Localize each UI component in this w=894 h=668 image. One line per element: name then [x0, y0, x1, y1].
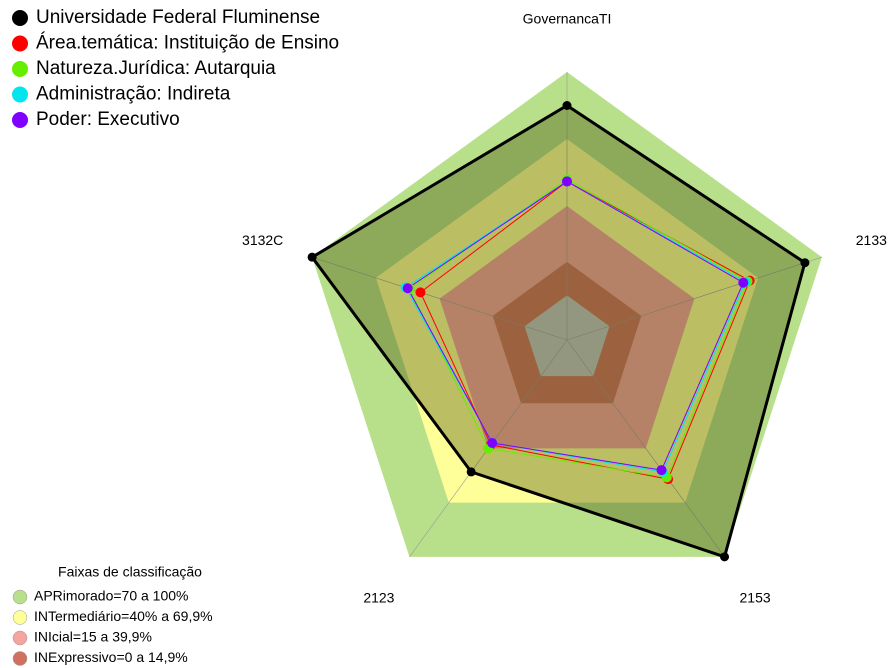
series-area	[407, 180, 744, 471]
legend-label: Administração: Indireta	[36, 84, 231, 105]
series-area	[419, 180, 751, 480]
band-legend-marker	[12, 630, 28, 646]
series-point	[487, 437, 498, 448]
band-legend-label: APRimorado=70 a 100%	[34, 588, 189, 604]
spoke	[566, 256, 822, 341]
legend-label: Área.temática: Instituição de Ensino	[36, 33, 339, 54]
legend-marker	[12, 86, 28, 103]
legend-marker	[12, 112, 28, 128]
legend-marker	[12, 10, 28, 26]
series-area	[404, 180, 747, 473]
legend-label: Natureza.Jurídica: Autarquia	[36, 58, 276, 79]
axis-label: GovernancaTI	[523, 11, 612, 27]
band-legend-label: INTermediário=40% a 69,9%	[34, 608, 213, 624]
series-point	[466, 467, 476, 477]
band-legend-label: INIcial=15 a 39,9%	[34, 629, 152, 645]
legend-label: Universidade Federal Fluminense	[36, 7, 320, 28]
band-legend-marker	[12, 589, 28, 605]
band-legend-label: INExpressivo=0 a 14,9%	[34, 649, 188, 665]
spoke	[566, 339, 725, 557]
legend-marker	[12, 61, 28, 77]
bands-title: Faixas de classificação	[58, 564, 202, 580]
axis-label: 2123	[363, 590, 394, 606]
legend-marker	[12, 35, 28, 52]
series-area	[409, 178, 749, 478]
legend-label: Poder: Executivo	[36, 109, 180, 130]
series-point	[307, 252, 317, 262]
band-legend-marker	[12, 610, 28, 625]
series-point	[562, 101, 572, 110]
series-point	[656, 465, 667, 476]
band-legend-marker	[12, 651, 28, 666]
axis-label: 2133	[856, 232, 887, 248]
spoke	[312, 256, 568, 341]
series-point	[720, 552, 730, 562]
axis-label: 3132C	[242, 232, 283, 248]
series-point	[738, 277, 749, 288]
series-point	[402, 283, 413, 294]
series-area	[309, 103, 807, 559]
axis-label: 2153	[740, 590, 771, 606]
series-point	[800, 258, 810, 268]
series-point	[562, 176, 572, 187]
series-point	[415, 287, 426, 298]
